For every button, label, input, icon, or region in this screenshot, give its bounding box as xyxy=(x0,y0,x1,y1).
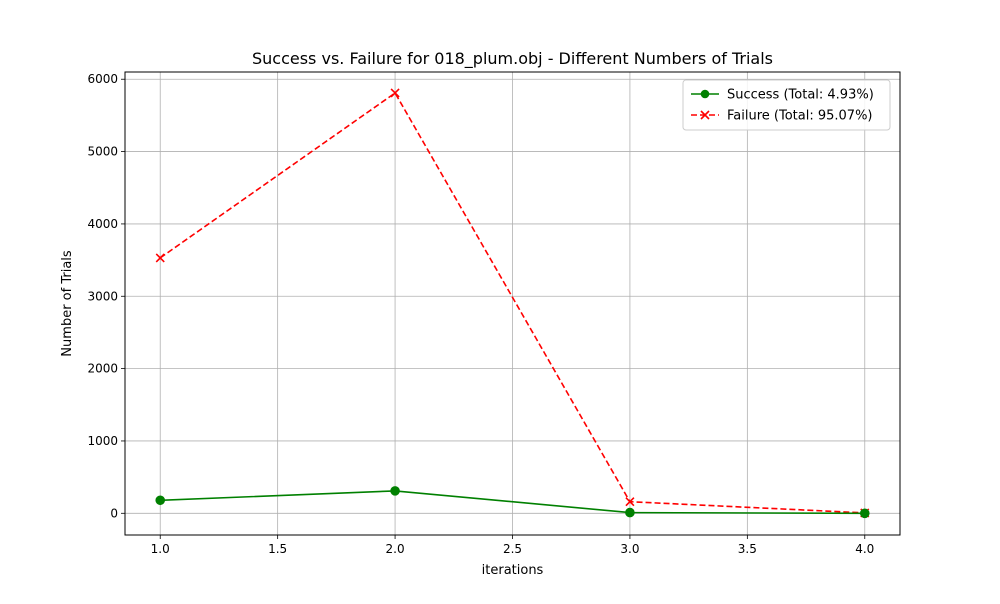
x-tick-label: 3.5 xyxy=(738,542,757,556)
x-tick-label: 1.5 xyxy=(268,542,287,556)
legend-marker-success xyxy=(700,89,710,99)
failure-point xyxy=(625,497,635,507)
y-tick-label: 0 xyxy=(110,506,118,520)
x-tick-label: 4.0 xyxy=(855,542,874,556)
success-line xyxy=(160,490,865,515)
success-point xyxy=(155,495,166,506)
y-tick-label: 2000 xyxy=(87,362,118,376)
y-tick-label: 6000 xyxy=(87,72,118,86)
y-tick-label: 4000 xyxy=(87,217,118,231)
y-axis-label: Number of Trials xyxy=(60,250,75,357)
x-tick-label: 2.5 xyxy=(503,542,522,556)
legend-handle-failure xyxy=(691,110,719,120)
failure-point xyxy=(155,253,165,263)
failure-point xyxy=(390,88,400,98)
chart-title: Success vs. Failure for 018_plum.obj - D… xyxy=(252,49,773,69)
legend-label-failure: Failure (Total: 95.07%) xyxy=(727,109,873,124)
x-axis-label: iterations xyxy=(482,563,544,578)
x-tick-label: 2.0 xyxy=(386,542,405,556)
series-layer xyxy=(155,88,870,519)
failure-line xyxy=(159,91,865,514)
legend-box xyxy=(682,79,891,131)
axis-ticks: 1.0 1.5 2.0 2.5 3.0 3.5 4.0 0 1000 2000 3000 4000 50… xyxy=(87,72,874,556)
legend-label-success: Success (Total: 4.93%) xyxy=(727,88,874,103)
grid-lines xyxy=(125,72,900,535)
y-tick-label: 1000 xyxy=(87,434,118,448)
y-tick-label: 3000 xyxy=(87,289,118,303)
success-point xyxy=(859,508,870,519)
x-tick-label: 1.0 xyxy=(151,542,170,556)
y-tick-label: 5000 xyxy=(87,145,118,159)
legend: Success (Total: 4.93%) Failure (Total: 95… xyxy=(682,79,891,131)
success-series xyxy=(155,486,870,519)
legend-handle-success xyxy=(691,89,719,99)
x-tick-label: 3.0 xyxy=(620,542,639,556)
legend-marker-failure xyxy=(700,110,710,120)
success-point xyxy=(390,486,400,496)
success-point xyxy=(625,507,635,518)
